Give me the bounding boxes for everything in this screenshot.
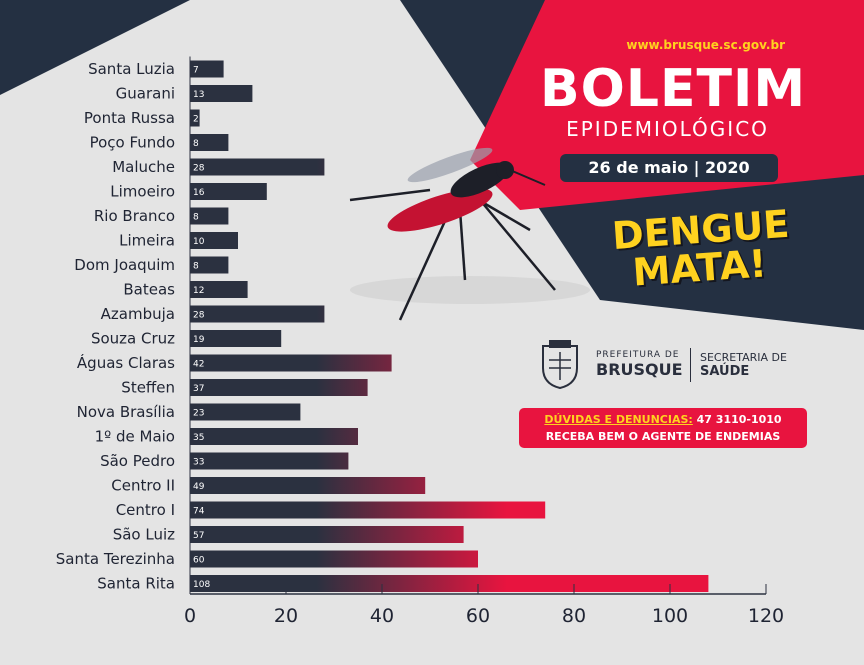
bars-group: 7 Santa Luzia 13 Guarani 2 Ponta Russa 8 Poço F… [56, 60, 709, 593]
category-label: Dom Joaquim [74, 256, 175, 274]
bar [190, 501, 546, 519]
bar-value-label: 19 [193, 335, 205, 345]
category-label: Maluche [112, 158, 175, 176]
bar [190, 330, 282, 347]
mosquito-illustration [349, 147, 556, 321]
bar-value-label: 60 [193, 556, 205, 566]
x-tick-label: 60 [466, 605, 490, 627]
bar [190, 550, 478, 568]
secretaria-name: SAÚDE [700, 364, 750, 379]
category-label: Bateas [123, 281, 175, 299]
contact-phone[interactable]: 47 3110-1010 [696, 413, 782, 426]
category-label: Santa Luzia [88, 60, 175, 78]
category-label: Rio Branco [94, 207, 175, 225]
bar-value-label: 13 [193, 90, 204, 100]
bar-value-label: 42 [193, 360, 204, 370]
bar-value-label: 8 [193, 139, 199, 149]
branding-divider [690, 348, 691, 382]
bar [190, 526, 464, 543]
bar [190, 85, 253, 102]
bar-value-label: 23 [193, 409, 204, 419]
bar-value-label: 37 [193, 384, 204, 394]
x-axis: 0 20 40 60 80 100 120 [184, 56, 784, 627]
prefeitura-name: BRUSQUE [596, 360, 683, 379]
category-label: Limeira [119, 232, 175, 250]
category-label: Ponta Russa [84, 109, 175, 127]
secretaria-label: SECRETARIA DE [700, 351, 787, 364]
category-label: Limoeiro [110, 183, 175, 201]
bar [190, 575, 709, 592]
category-label: São Luiz [113, 526, 175, 544]
contact-prefix: DÚVIDAS E DENUNCIAS: [544, 413, 693, 426]
category-label: Santa Rita [97, 575, 175, 593]
x-tick-label: 0 [184, 605, 196, 627]
bar [190, 354, 392, 372]
bar [190, 60, 224, 78]
bar-value-label: 12 [193, 286, 204, 296]
category-label: Poço Fundo [90, 134, 175, 152]
bar-value-label: 7 [193, 66, 199, 76]
category-label: Águas Claras [77, 353, 175, 372]
bar-value-label: 28 [193, 164, 205, 174]
prefeitura-label: PREFEITURA DE [596, 350, 680, 360]
page-title: BOLETIM [540, 59, 807, 119]
category-label: Azambuja [101, 305, 175, 323]
contact-banner: DÚVIDAS E DENUNCIAS: 47 3110-1010 RECEBA… [519, 408, 807, 448]
bar [190, 281, 248, 298]
bar-value-label: 8 [193, 262, 199, 272]
category-label: Centro I [116, 501, 175, 519]
category-label: Guarani [116, 85, 175, 103]
site-url[interactable]: www.brusque.sc.gov.br [626, 38, 785, 52]
city-crest-icon [542, 340, 578, 390]
category-label: Steffen [121, 379, 175, 397]
category-label: Centro II [111, 477, 175, 495]
bar-value-label: 33 [193, 458, 204, 468]
bar [190, 183, 267, 200]
category-label: São Pedro [100, 452, 175, 470]
bar-value-label: 28 [193, 311, 205, 321]
bar [190, 379, 368, 396]
bar-value-label: 16 [193, 188, 205, 198]
bar-value-label: 35 [193, 433, 204, 443]
page-subtitle: EPIDEMIOLÓGICO [566, 117, 769, 141]
bar [190, 256, 229, 274]
bar-value-label: 8 [193, 213, 199, 223]
contact-line: DÚVIDAS E DENUNCIAS: 47 3110-1010 [519, 413, 807, 426]
bar [190, 109, 200, 127]
bar [190, 158, 325, 176]
bar-value-label: 57 [193, 531, 204, 541]
bar [190, 403, 301, 421]
x-tick-label: 80 [562, 605, 586, 627]
x-tick-label: 20 [274, 605, 298, 627]
bar-value-label: 10 [193, 237, 205, 247]
bar-value-label: 108 [193, 580, 210, 590]
x-tick-label: 120 [748, 605, 784, 627]
bg-dark-corner-left [0, 0, 190, 95]
bar-value-label: 2 [193, 115, 199, 125]
contact-message: RECEBA BEM O AGENTE DE ENDEMIAS [545, 430, 781, 443]
category-label: Nova Brasília [77, 403, 175, 421]
category-label: Santa Terezinha [56, 550, 175, 568]
category-label: 1º de Maio [95, 428, 175, 446]
category-label: Souza Cruz [91, 330, 175, 348]
bar-value-label: 74 [193, 507, 205, 517]
bar-value-label: 49 [193, 482, 205, 492]
bar [190, 477, 426, 494]
bar [190, 207, 229, 225]
date-badge: 26 de maio | 2020 [560, 154, 778, 182]
x-tick-label: 40 [370, 605, 394, 627]
x-tick-label: 100 [652, 605, 688, 627]
bar [190, 232, 238, 249]
bar [190, 134, 229, 151]
bar [190, 428, 358, 445]
bar [190, 452, 349, 470]
bar [190, 305, 325, 323]
